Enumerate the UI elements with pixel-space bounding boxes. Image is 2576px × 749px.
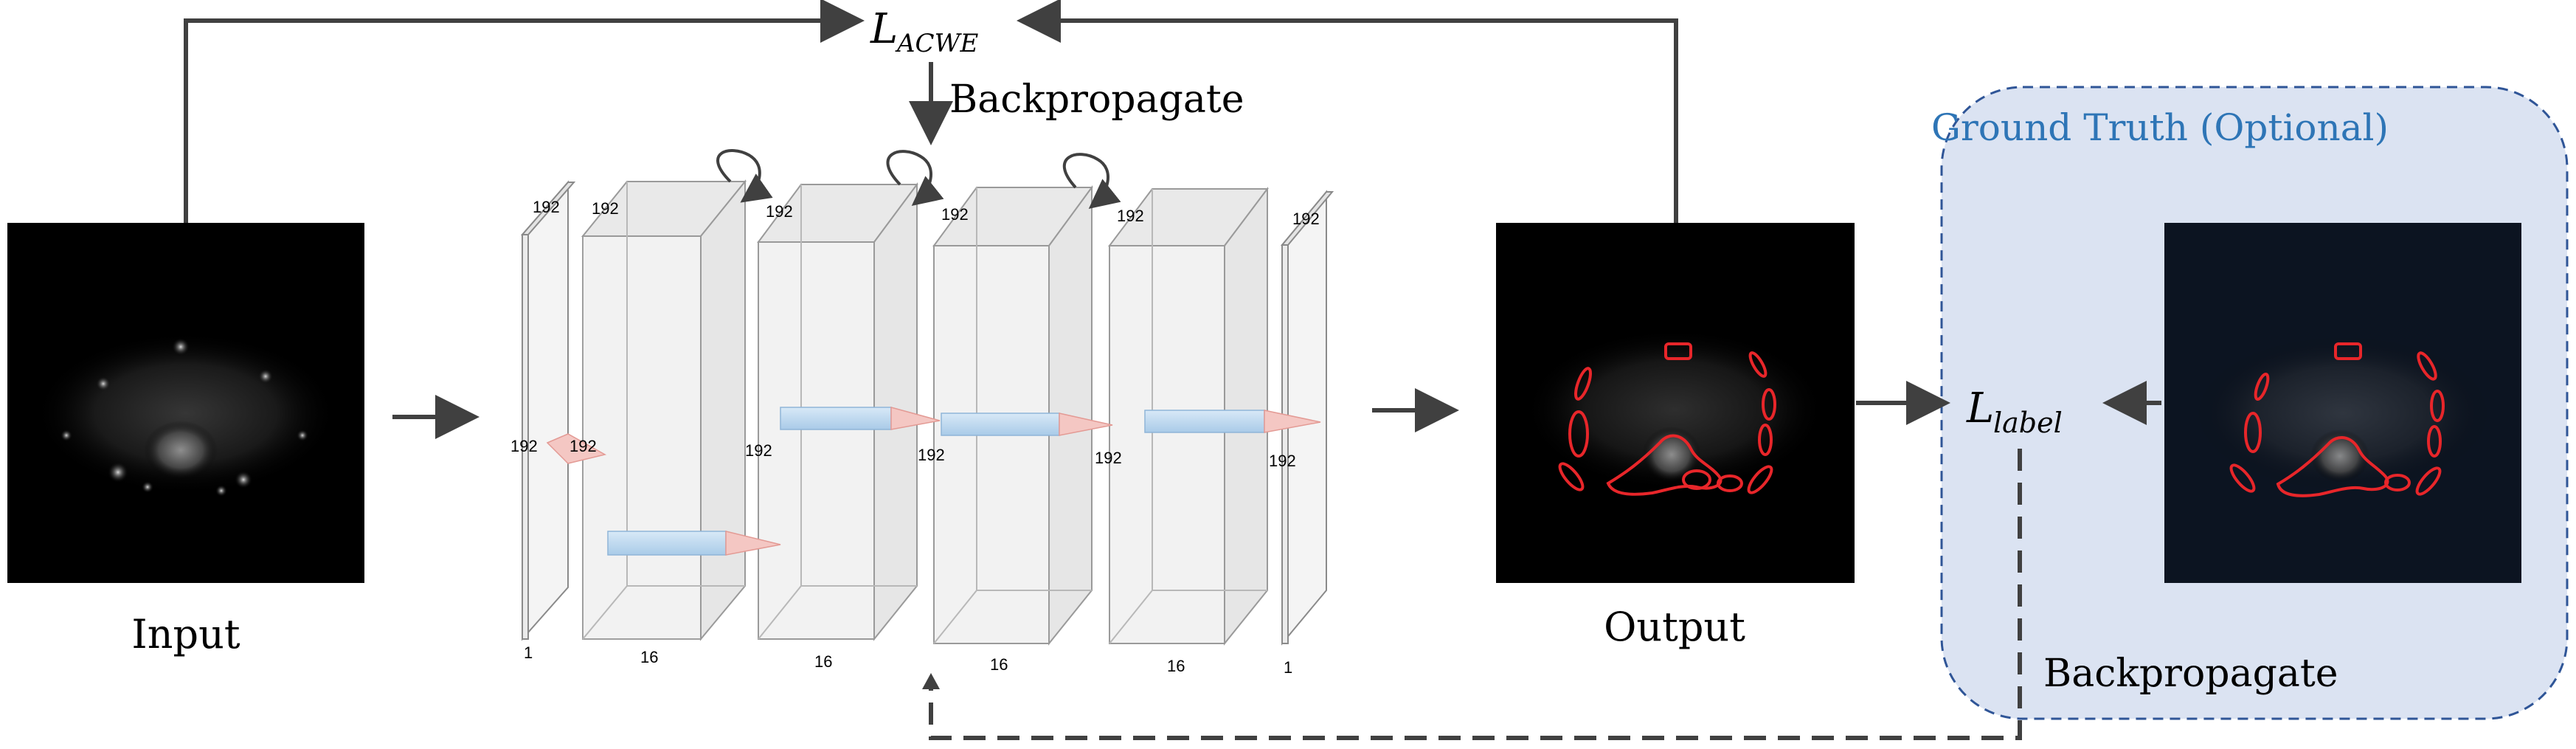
loss-label: L label [1966, 384, 2063, 439]
input-label: Input [131, 611, 240, 657]
dashed-backprop-arrowhead [922, 673, 940, 689]
loss-acwe: L ACWE [870, 5, 979, 58]
ground-truth-panel: Ground Truth (Optional) L label [1931, 86, 2569, 720]
conv-kernel-2 [607, 531, 781, 556]
dim-layer6-top: 192 [1292, 210, 1320, 228]
backprop-top-label: Backpropagate [949, 77, 1244, 122]
conv-kernel-1 [546, 433, 607, 464]
network-block-2 [581, 179, 747, 641]
dim-block4-bottom: 16 [990, 655, 1008, 674]
output-contours [1558, 342, 1776, 496]
dim-block3-side: 192 [918, 446, 945, 464]
network-layer-1 [520, 180, 576, 641]
dim-layer6-side: 192 [1269, 452, 1296, 470]
dim-block5-top: 192 [1117, 207, 1144, 225]
input-image [7, 223, 364, 583]
dim-block2-side: 192 [745, 441, 772, 460]
dim-layer1-top: 192 [533, 198, 560, 216]
dim-layer1-inner: 192 [569, 437, 597, 455]
dim-layer6-bottom: 1 [1284, 658, 1292, 677]
network: 192 192 192 1 192 192 16 192 192 16 192 … [510, 149, 1334, 677]
loss-label-subscript: label [1993, 407, 2063, 439]
output-to-loss-arrow [1017, 0, 1678, 223]
network-block-3 [757, 182, 918, 641]
network-layer-6 [1280, 190, 1334, 646]
dim-block5-bottom: 16 [1167, 657, 1185, 675]
dim-layer1-side: 192 [510, 437, 538, 455]
input-to-loss-arrow [184, 0, 865, 223]
loss-label-base: L [1966, 384, 1994, 432]
ground-truth-title: Ground Truth (Optional) [1931, 106, 2389, 149]
dim-block4-top: 192 [941, 205, 969, 224]
loop-arrow-1 [716, 149, 773, 203]
conv-kernel-5 [1144, 410, 1321, 433]
dim-block3-bottom: 16 [814, 652, 832, 671]
dashed-backprop-path [929, 449, 2022, 740]
loop-arrow-3 [1063, 153, 1121, 210]
backprop-bottom-label: Backpropagate [2043, 652, 2338, 696]
dim-block2-bottom: 16 [640, 648, 658, 666]
dim-block2-top: 192 [592, 199, 619, 218]
output-label: Output [1604, 604, 1745, 650]
dim-layer1-bottom: 1 [524, 643, 533, 662]
ground-truth-contours [2229, 342, 2445, 497]
dim-block4-side: 192 [1095, 449, 1122, 467]
output-image [1496, 223, 1855, 583]
loop-arrow-2 [886, 150, 944, 207]
dim-block3-top: 192 [766, 202, 793, 221]
loss-acwe-subscript: ACWE [895, 29, 979, 58]
conv-kernel-3 [780, 407, 941, 430]
conv-kernel-4 [941, 413, 1113, 436]
loss-acwe-base: L [870, 5, 898, 53]
ground-truth-image [2164, 223, 2521, 583]
